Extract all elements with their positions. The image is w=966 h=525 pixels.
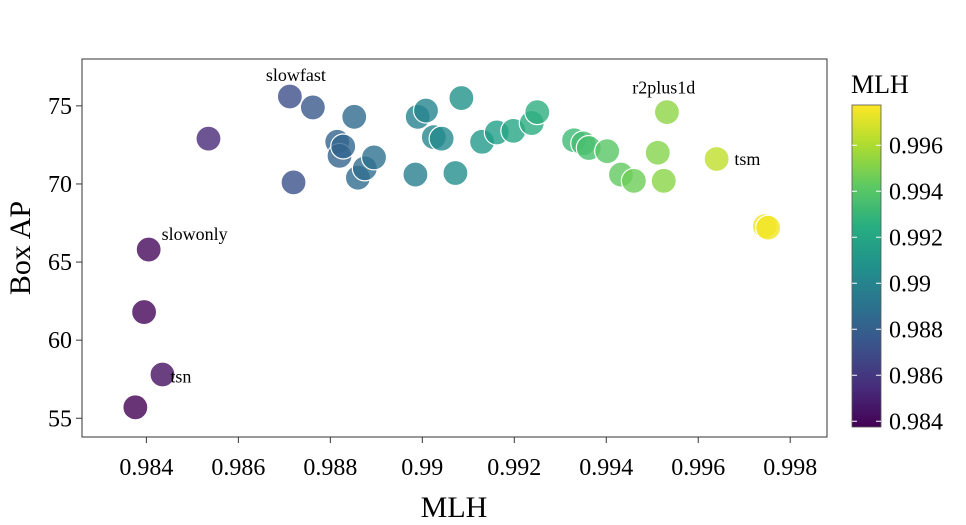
colorbar-ticks: 0.984 0.986 0.988 0.99 0.992 0.994 0.996	[852, 133, 943, 435]
scatter-point	[330, 133, 357, 160]
scatter-points	[122, 83, 782, 421]
colorbar: MLH 0.984 0.986 0.988 0.99 0.992 0.994 0.996	[851, 70, 943, 435]
x-axis-title: MLH	[421, 491, 488, 524]
scatter-point	[412, 97, 440, 124]
x-tick-label: 0.99	[401, 455, 443, 481]
scatter-point	[276, 83, 303, 110]
scatter-point	[594, 138, 621, 165]
colorbar-tick-label: 0.986	[889, 363, 943, 389]
scatter-point	[299, 94, 326, 121]
scatter-point	[195, 125, 222, 152]
colorbar-tick-label: 0.984	[889, 409, 943, 435]
y-axis-title: Box AP	[4, 201, 37, 295]
colorbar-title: MLH	[851, 70, 909, 99]
x-tick-label: 0.994	[579, 455, 633, 481]
annotation-label: r2plus1d	[632, 77, 695, 97]
scatter-point	[703, 145, 730, 173]
scatter-point	[135, 236, 162, 263]
annotation-label: slowfast	[266, 65, 326, 85]
scatter-point	[755, 214, 782, 241]
colorbar-tick-label: 0.988	[889, 317, 943, 343]
x-tick-label: 0.984	[119, 455, 173, 481]
colorbar-tick-label: 0.994	[889, 179, 943, 205]
colorbar-tick-label: 0.99	[889, 271, 931, 297]
scatter-point	[122, 394, 149, 421]
y-tick-label: 60	[48, 328, 72, 354]
annotation-label: slowonly	[162, 224, 228, 244]
scatter-point	[428, 125, 455, 152]
x-tick-label: 0.996	[671, 455, 725, 481]
y-axis: 55 60 65 70 75	[48, 94, 82, 432]
annotation-label: tsn	[170, 366, 191, 386]
scatter-point	[620, 167, 647, 194]
annotation-label: tsm	[734, 149, 760, 169]
scatter-point	[130, 298, 158, 326]
colorbar-tick-label: 0.996	[889, 133, 943, 159]
x-tick-label: 0.988	[303, 455, 357, 481]
plot-frame	[81, 58, 828, 438]
y-tick-label: 70	[48, 172, 72, 198]
y-tick-label: 55	[48, 406, 72, 432]
x-tick-label: 0.992	[487, 455, 541, 481]
scatter-point	[644, 139, 671, 166]
scatter-point	[341, 103, 368, 130]
scatter-point	[280, 169, 307, 196]
scatter-point	[149, 361, 176, 388]
point-annotations: slowfast slowonly tsn r2plus1d tsm	[162, 65, 761, 386]
x-axis: 0.984 0.986 0.988 0.99 0.992 0.994 0.996 0.998	[119, 437, 817, 481]
scatter-point	[448, 84, 475, 112]
y-tick-label: 75	[48, 94, 72, 120]
scatter-point	[402, 161, 429, 188]
colorbar-gradient	[851, 104, 882, 428]
scatter-point	[653, 99, 681, 126]
x-tick-label: 0.998	[763, 455, 817, 481]
scatter-point	[650, 167, 677, 194]
scatter-point	[524, 99, 551, 126]
y-tick-label: 65	[48, 250, 72, 276]
scatter-point	[442, 159, 469, 187]
colorbar-tick-label: 0.992	[889, 225, 943, 251]
scatter-point	[360, 144, 388, 171]
x-tick-label: 0.986	[211, 455, 265, 481]
